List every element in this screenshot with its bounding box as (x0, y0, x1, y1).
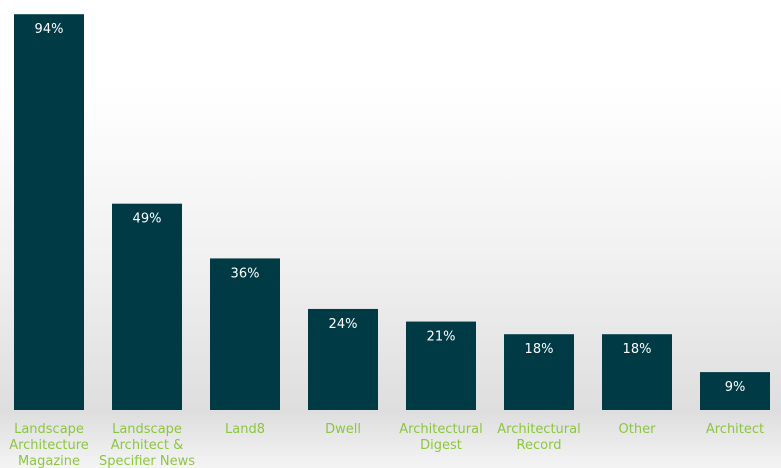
category-label-3: Dwell (325, 422, 361, 437)
bar-5 (504, 334, 574, 410)
category-label-6: Other (619, 422, 657, 437)
bar-7 (700, 372, 770, 410)
category-label-0: Landscape Architecture Magazine (9, 422, 89, 468)
category-label-line: Magazine (18, 454, 80, 468)
category-label-line: Architectural (399, 422, 482, 437)
value-label-3: 24% (329, 317, 358, 332)
value-label-2: 36% (231, 266, 260, 281)
bar-3 (308, 308, 378, 410)
category-label-line: Digest (420, 438, 462, 453)
category-label-line: Landscape (14, 422, 84, 437)
category-label-4: Architectural Digest (399, 422, 482, 453)
value-label-5: 18% (525, 342, 554, 357)
category-label-line: Dwell (325, 422, 361, 437)
category-label-1: Landscape Architect & Specifier News (99, 422, 195, 468)
category-label-line: Land8 (225, 422, 265, 437)
category-label-line: Other (619, 422, 657, 437)
category-label-line: Specifier News (99, 454, 195, 468)
category-label-line: Architect (706, 422, 764, 437)
category-label-line: Architect & (111, 438, 184, 453)
category-label-line: Architecture (9, 438, 89, 453)
category-label-2: Land8 (225, 422, 265, 437)
bar-6 (602, 334, 672, 410)
category-label-line: Record (517, 438, 562, 453)
value-labels-group: 94% 49% 36% 24% 21% 18% 18% 9% (35, 22, 746, 395)
bar-1 (112, 203, 182, 410)
bar-0 (14, 14, 84, 410)
value-label-1: 49% (133, 212, 162, 227)
value-label-0: 94% (35, 22, 64, 37)
category-label-5: Architectural Record (497, 422, 580, 453)
category-label-7: Architect (706, 422, 764, 437)
value-label-6: 18% (623, 342, 652, 357)
value-label-7: 9% (725, 380, 746, 395)
bar-2 (210, 258, 280, 410)
bar-4 (406, 321, 476, 410)
bars-group (14, 14, 770, 410)
category-label-line: Landscape (112, 422, 182, 437)
category-label-line: Architectural (497, 422, 580, 437)
value-label-4: 21% (427, 330, 456, 345)
